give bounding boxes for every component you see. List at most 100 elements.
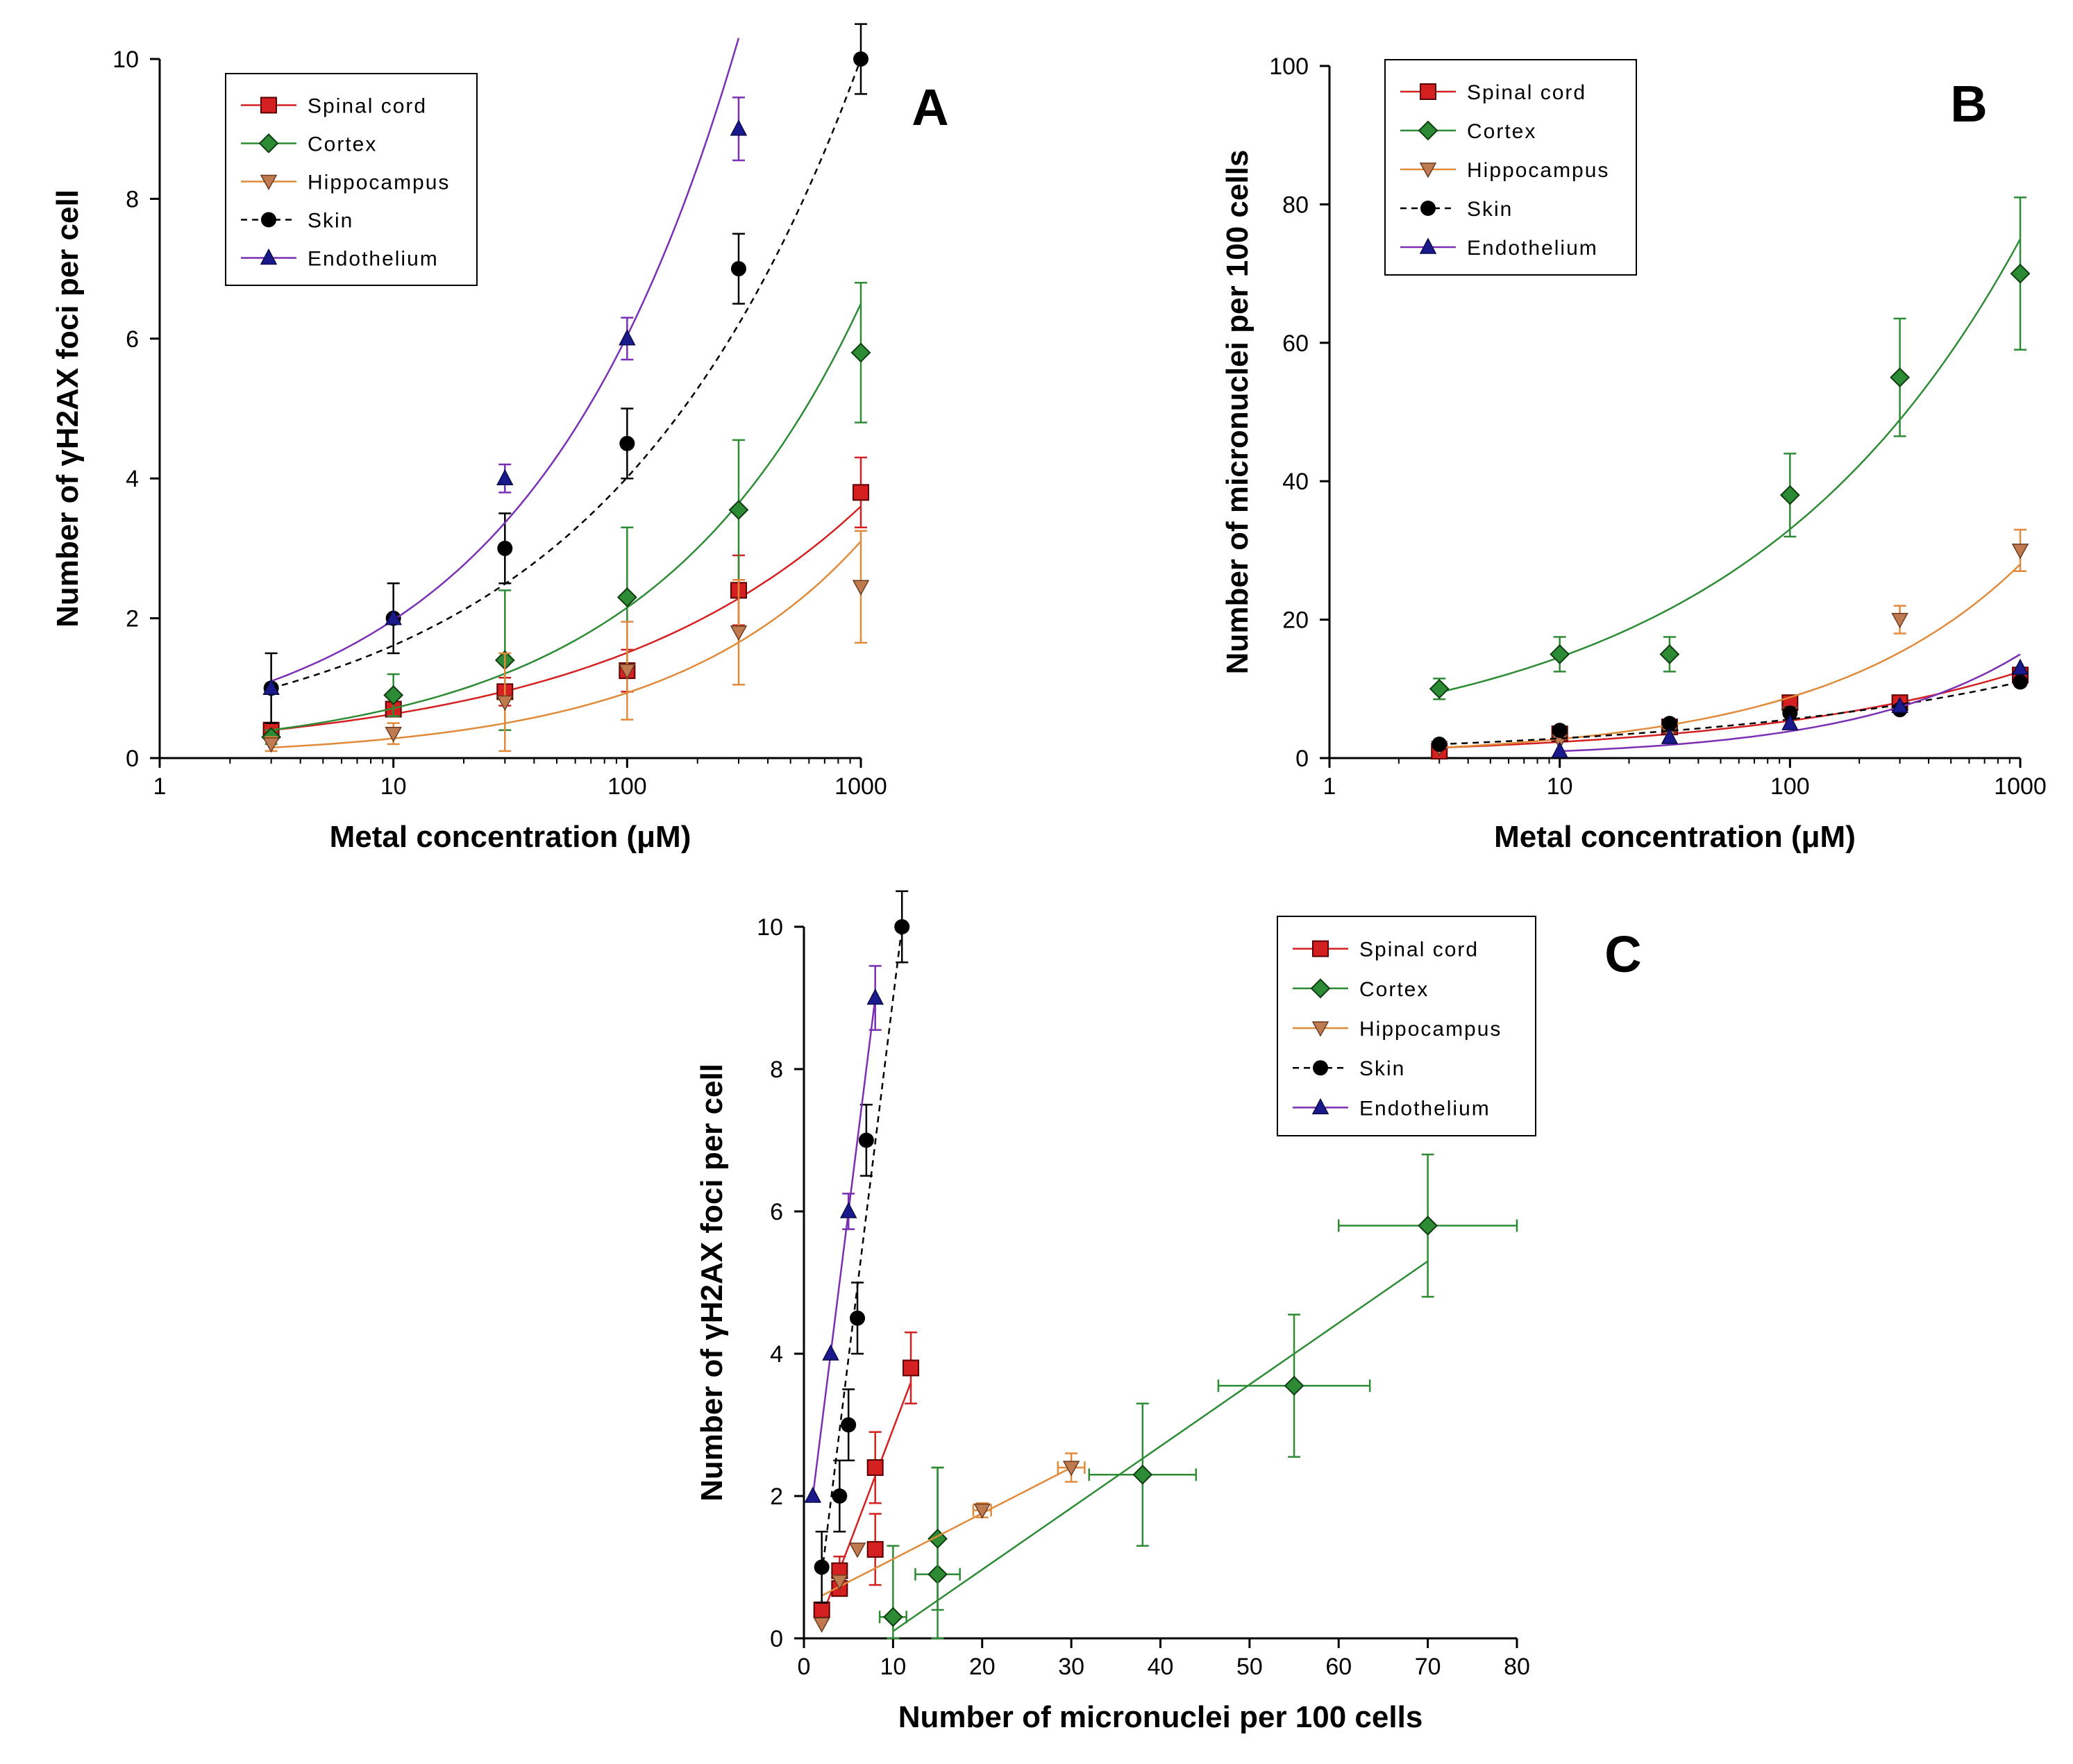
data-point-skin (1432, 737, 1447, 753)
data-point-endothelium (262, 678, 280, 696)
data-point-cortex (1550, 644, 1570, 664)
legend-label-hippocampus: Hippocampus (1467, 159, 1609, 182)
x-tick-label: 50 (1236, 1654, 1263, 1680)
data-point-hippocampus (262, 737, 280, 753)
data-point-cortex (882, 1606, 903, 1627)
legend-label-endothelium: Endothelium (1467, 237, 1598, 260)
data-point-cortex (2010, 263, 2031, 284)
y-tick-label: 4 (770, 1341, 783, 1368)
data-point-cortex (1284, 1375, 1304, 1396)
y-axis-title: Number of γH2AX foci per cell (51, 190, 85, 628)
legend-marker-hippocampus (1419, 162, 1437, 178)
legend-label-hippocampus: Hippocampus (1359, 1018, 1502, 1041)
data-point-skin (850, 1310, 866, 1326)
legend-label-endothelium: Endothelium (1359, 1097, 1491, 1120)
y-tick-label: 2 (126, 606, 139, 632)
data-point-endothelium (2011, 658, 2029, 675)
y-axis-title: Number of γH2AX foci per cell (695, 1064, 729, 1502)
x-tick-label: 1 (153, 773, 167, 800)
series-cortex (1429, 196, 2031, 700)
panel-c: 0 2 4 6 8 10 0 10 20 30 40 50 60 70 80 Number of micron… (695, 890, 1642, 1734)
fit-line-hippocampus (1439, 563, 2021, 749)
y-tick-label: 8 (770, 1057, 783, 1083)
data-point-hippocampus (2011, 544, 2029, 560)
x-tick-label: 40 (1148, 1654, 1174, 1680)
x-tick-label: 60 (1325, 1654, 1352, 1680)
legend-marker-cortex (1418, 120, 1438, 141)
data-point-hippocampus (730, 625, 748, 641)
legend-label-spinal-cord: Spinal cord (1467, 81, 1586, 104)
fit-line-endothelium (1559, 653, 2021, 753)
x-tick-label: 30 (1058, 1654, 1084, 1680)
legend-label-spinal-cord: Spinal cord (308, 95, 427, 118)
data-point-cortex (1890, 367, 1910, 388)
x-tick-label: 1 (1323, 773, 1336, 800)
data-point-skin (730, 261, 746, 277)
panel-a: 0 2 4 6 8 10 1 10 100 1000 Metal concentration (μM… (51, 23, 949, 854)
data-point-cortex (850, 342, 871, 363)
data-point-skin (832, 1488, 848, 1504)
data-point-spinal-cord (866, 1459, 884, 1476)
x-tick-label: 1000 (1994, 773, 2047, 800)
data-point-skin (497, 540, 513, 556)
data-point-hippocampus (973, 1503, 991, 1520)
data-point-spinal-cord (853, 484, 869, 501)
panel-label: A (912, 78, 948, 136)
fit-line-skin (271, 58, 862, 689)
data-point-hippocampus (619, 664, 636, 680)
series-endothelium (262, 37, 748, 696)
data-point-skin (1661, 716, 1677, 732)
data-point-endothelium (1661, 728, 1679, 744)
series-endothelium (1551, 653, 2029, 758)
y-tick-label: 4 (126, 466, 139, 492)
y-tick-label: 8 (126, 186, 139, 212)
x-tick-label: 100 (1770, 773, 1810, 800)
y-tick-label: 6 (770, 1199, 783, 1225)
legend-marker-endothelium (1419, 237, 1437, 254)
x-tick-label: 0 (798, 1654, 811, 1680)
legend-label-skin: Skin (1359, 1057, 1405, 1080)
data-point-endothelium (385, 608, 402, 625)
x-axis-title: Metal concentration (μM) (330, 820, 691, 854)
series-skin (1432, 674, 2028, 753)
y-tick-label: 10 (757, 914, 783, 941)
panel-b: 0 20 40 60 80 100 1 10 100 1000 Metal concentratio… (1220, 53, 2047, 854)
legend: Spinal cord Cortex Hippocampus Skin Endothel… (1277, 916, 1536, 1136)
y-tick-label: 0 (770, 1626, 783, 1652)
data-point-spinal-cord (813, 1602, 830, 1618)
data-point-endothelium (1551, 741, 1568, 758)
legend-marker-hippocampus (1311, 1021, 1329, 1037)
series-spinal-cord (813, 1332, 920, 1618)
y-tick-label: 100 (1269, 53, 1309, 80)
x-tick-label: 10 (880, 1654, 906, 1680)
y-tick-label: 0 (126, 746, 139, 772)
data-point-skin (814, 1559, 830, 1575)
x-tick-label: 80 (1504, 1654, 1530, 1680)
x-tick-label: 100 (607, 773, 647, 800)
fit-line-hippocampus (271, 540, 862, 749)
series-spinal-cord (262, 456, 869, 739)
y-tick-label: 60 (1282, 330, 1309, 357)
legend-label-cortex: Cortex (1359, 978, 1429, 1001)
legend-marker-skin (1313, 1060, 1328, 1076)
series-cortex (261, 281, 871, 748)
fit-line-spinal-cord (271, 505, 862, 731)
fit-line-skin (821, 926, 903, 1574)
legend-marker-endothelium (1311, 1098, 1329, 1115)
x-tick-label: 10 (1547, 773, 1573, 800)
data-point-cortex (1418, 1216, 1438, 1236)
legend-marker-endothelium (260, 248, 278, 265)
legend-label-cortex: Cortex (1467, 120, 1536, 143)
data-point-spinal-cord (903, 1359, 920, 1377)
data-point-hippocampus (1891, 612, 1908, 629)
data-point-skin (841, 1417, 857, 1433)
data-point-endothelium (839, 1202, 857, 1218)
fit-line-cortex (271, 303, 862, 731)
legend-marker-spinal-cord (1420, 83, 1436, 100)
panel-label: C (1604, 925, 1641, 983)
legend-marker-skin (1420, 201, 1436, 216)
legend-label-cortex: Cortex (308, 133, 377, 156)
data-point-cortex (1429, 678, 1450, 699)
x-tick-label: 1000 (834, 773, 887, 800)
data-point-hippocampus (831, 1574, 848, 1590)
